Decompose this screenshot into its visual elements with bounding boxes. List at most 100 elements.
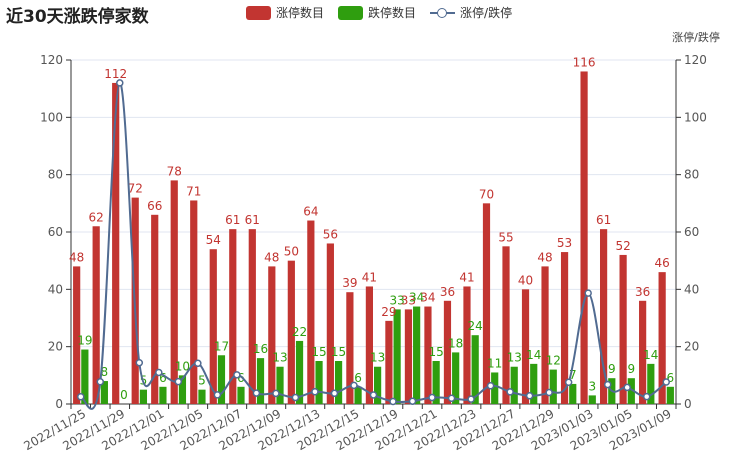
legend-swatch-limit-up [246, 5, 271, 20]
y-left-tick-label: 20 [48, 340, 63, 354]
data-label-limit-up: 48 [264, 250, 279, 264]
ratio-point [174, 377, 183, 386]
bar-limit-up [92, 226, 100, 404]
data-label-limit-up: 64 [303, 205, 318, 219]
ratio-point [233, 371, 241, 379]
data-label-limit-up: 39 [342, 276, 357, 290]
ratio-point [408, 397, 417, 405]
data-label-limit-down: 18 [448, 336, 463, 350]
data-label-limit-up: 40 [518, 273, 533, 287]
ratio-point [252, 389, 261, 397]
legend-item-ratio[interactable]: 涨停/跌停 [430, 4, 512, 21]
data-label-limit-up: 71 [186, 184, 201, 198]
data-label-limit-up: 61 [245, 213, 260, 227]
y-left-tick-label: 120 [40, 53, 63, 67]
y-right-tick-label: 100 [684, 110, 707, 124]
data-label-limit-down: 6 [159, 371, 167, 385]
legend: 涨停数目 跌停数目 涨停/跌停 [246, 4, 526, 21]
ratio-point [467, 395, 475, 403]
ratio-point [369, 391, 378, 399]
y-right-tick-label: 40 [684, 282, 699, 296]
data-label-limit-down: 34 [409, 291, 424, 305]
ratio-point [428, 393, 436, 402]
legend-label-ratio: 涨停/跌停 [460, 6, 513, 20]
data-label-limit-down: 8 [101, 365, 109, 379]
bar-limit-up [639, 300, 647, 404]
bar-limit-up [580, 71, 588, 404]
ratio-point [272, 389, 280, 398]
chart-title: 近30天涨跌停家数 [6, 7, 149, 27]
bar-limit-down [315, 361, 323, 404]
bar-limit-up [170, 180, 178, 404]
data-label-limit-up: 116 [573, 55, 596, 69]
bar-limit-up [268, 266, 276, 404]
bar-limit-down [295, 340, 304, 404]
ratio-point [447, 394, 456, 403]
data-label-limit-up: 112 [104, 67, 127, 81]
bar-limit-down [510, 366, 518, 404]
data-label-limit-down: 13 [272, 351, 287, 365]
bar-limit-down [237, 386, 245, 404]
y-right-axis-name: 涨停/跌停 [672, 30, 720, 44]
legend-item-limit-down[interactable]: 跌停数目 [338, 4, 416, 21]
bar-limit-up [307, 220, 315, 404]
ratio-point [155, 368, 163, 377]
data-label-limit-down: 19 [77, 334, 92, 348]
bar-limit-up [209, 249, 217, 404]
bar-limit-up [482, 203, 491, 404]
data-label-limit-down: 10 [175, 359, 190, 373]
ratio-point [584, 289, 592, 297]
bar-limit-up [385, 320, 393, 404]
ratio-point [506, 388, 514, 396]
bar-limit-up [190, 200, 198, 404]
bar-limit-down [139, 389, 148, 404]
bar-limit-up [151, 214, 159, 404]
bar-limit-down [334, 361, 343, 404]
data-label-limit-down: 16 [253, 342, 268, 356]
ratio-point [350, 381, 358, 390]
data-label-limit-up: 61 [596, 213, 611, 227]
bar-limit-down [413, 306, 421, 404]
bar-limit-down [198, 389, 206, 404]
data-label-limit-down: 14 [526, 348, 541, 362]
y-right-tick-label: 80 [684, 168, 699, 182]
y-left-tick-label: 60 [48, 225, 63, 239]
data-label-limit-up: 41 [362, 270, 377, 284]
data-label-limit-up: 52 [615, 239, 630, 253]
data-label-limit-up: 48 [69, 250, 84, 264]
bar-limit-down [159, 386, 167, 404]
data-label-limit-up: 70 [479, 187, 494, 201]
legend-item-limit-up[interactable]: 涨停数目 [246, 4, 324, 21]
y-right-tick-label: 120 [684, 53, 707, 67]
data-label-limit-down: 15 [331, 345, 346, 359]
data-label-limit-up: 53 [557, 236, 572, 250]
y-left-tick-label: 100 [40, 110, 63, 124]
data-label-limit-down: 17 [214, 339, 229, 353]
y-right-tick-label: 0 [684, 397, 692, 411]
data-label-limit-down: 13 [370, 351, 385, 365]
data-label-limit-down: 9 [608, 362, 616, 376]
bar-limit-down [100, 381, 108, 404]
ratio-point [96, 378, 105, 386]
bar-limit-up [424, 306, 432, 404]
data-label-limit-up: 56 [323, 227, 338, 241]
ratio-point [77, 392, 85, 401]
data-label-limit-down: 24 [468, 319, 483, 333]
bar-limit-down [432, 361, 440, 404]
data-label-limit-up: 72 [128, 182, 143, 196]
bar-limit-up [248, 229, 256, 404]
data-label-limit-up: 36 [440, 285, 455, 299]
bar-limit-down [374, 366, 382, 404]
bar-limit-down [276, 366, 284, 404]
y-left-tick-label: 40 [48, 282, 63, 296]
bar-limit-down [217, 355, 226, 404]
bar-limit-down [354, 386, 362, 404]
bar-limit-up [658, 272, 666, 404]
data-label-limit-up: 41 [459, 270, 474, 284]
data-label-limit-up: 34 [420, 291, 435, 305]
bar-limit-down [627, 378, 635, 404]
ratio-point [525, 392, 534, 400]
bar-limit-up [521, 289, 530, 404]
